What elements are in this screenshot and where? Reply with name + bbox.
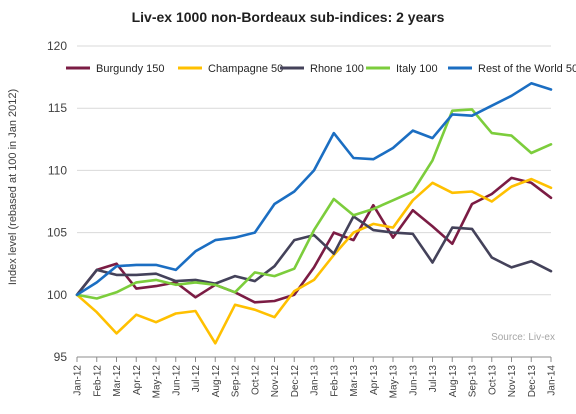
series-lines [75,82,553,345]
x-tick-label: May-13 [389,365,400,399]
y-axis-ticks: 95 100 105 110 115 120 [47,39,67,364]
series-line-3 [75,215,553,297]
y-tick-label: 95 [54,350,68,364]
y-tick-label: 120 [47,39,67,53]
x-tick-label: Apr-13 [369,365,380,395]
x-tick-label: Jan-14 [547,365,558,396]
x-axis-ticks: Jan-12 Feb-12 Mar-12 Apr-12 May-12 Jun-12 Jul-… [73,357,558,398]
x-tick-label: Jul-13 [428,365,439,393]
x-tick-label: Mar-13 [349,365,360,397]
x-tick-label: Jul-12 [191,365,202,393]
source-note: Source: Liv-ex [491,332,555,343]
series-line-2 [75,177,553,345]
legend-label: Burgundy 150 [96,63,165,75]
x-tick-label: Aug-13 [448,365,459,398]
x-tick-label: Mar-12 [112,365,123,397]
legend-label: Italy 100 [396,63,438,75]
series-line-1 [75,176,553,304]
x-tick-label: Feb-12 [92,365,103,397]
y-tick-label: 115 [48,101,67,115]
x-tick-label: Oct-13 [487,365,498,395]
x-tick-label: Oct-12 [250,365,261,395]
series-line-5 [75,82,553,297]
x-tick-label: Sep-13 [468,365,479,398]
x-tick-label: Jan-12 [73,365,84,396]
legend-label: Rest of the World 50 [478,63,576,75]
y-tick-label: 100 [47,288,67,302]
chart-title: Liv-ex 1000 non-Bordeaux sub-indices: 2 … [132,9,445,25]
x-tick-label: Apr-12 [132,365,143,395]
x-tick-label: May-12 [152,365,163,399]
y-tick-label: 110 [48,163,67,177]
y-axis-label: Index level (rebased at 100 in Jan 2012) [7,89,19,285]
legend: Burgundy 150 Champagne 50 Rhone 100 Italy 1… [66,63,576,75]
x-tick-label: Nov-12 [270,365,281,398]
x-tick-label: Dec-12 [290,365,301,398]
y-tick-label: 105 [47,226,67,240]
x-tick-label: Jun-12 [171,365,182,396]
x-tick-label: Nov-13 [507,365,518,398]
legend-label: Rhone 100 [310,63,364,75]
x-tick-label: Jun-13 [408,365,419,396]
legend-label: Champagne 50 [208,63,283,75]
x-tick-label: Dec-13 [527,365,538,398]
x-tick-label: Jan-13 [310,365,321,396]
series-line-4 [75,108,553,300]
x-tick-label: Sep-12 [231,365,242,398]
x-tick-label: Feb-13 [329,365,340,397]
x-tick-label: Aug-12 [211,365,222,398]
